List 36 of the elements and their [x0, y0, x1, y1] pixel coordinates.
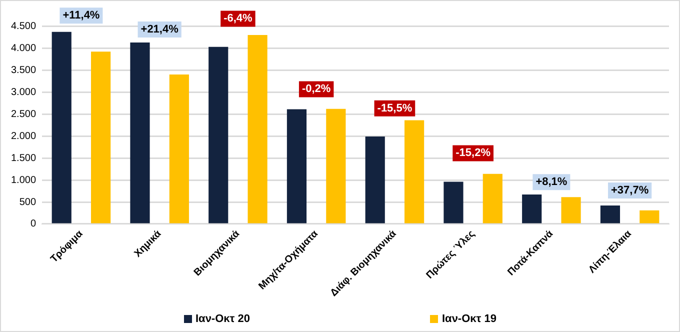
bar	[286, 109, 307, 224]
bar	[91, 52, 111, 224]
bar	[130, 42, 150, 224]
bar	[404, 120, 424, 224]
bar	[169, 74, 189, 224]
annotation: -0,2%	[302, 83, 331, 96]
y-tick-label: 2.500	[10, 108, 36, 120]
legend-label: Ιαν-Οκτ 20	[196, 313, 250, 325]
bar	[208, 46, 228, 224]
y-tick-label: 0	[30, 218, 36, 230]
y-tick-label: 3.500	[10, 64, 36, 76]
bar	[600, 206, 620, 224]
bar	[482, 174, 502, 224]
bar	[522, 194, 542, 224]
annotation: -15,5%	[377, 102, 412, 114]
y-tick-label: 4.000	[10, 42, 36, 54]
annotation: -6,4%	[224, 12, 253, 25]
y-tick-label: 1.500	[10, 152, 36, 164]
bar	[52, 32, 72, 224]
bar	[326, 108, 346, 224]
y-tick-label: 500	[19, 196, 36, 208]
bar	[561, 197, 581, 224]
bar	[640, 210, 660, 224]
y-tick-label: 1.000	[10, 174, 36, 186]
bar	[248, 34, 268, 224]
annotation: -15,2%	[456, 147, 491, 160]
annotation: +37,7%	[611, 184, 649, 197]
bar	[365, 136, 385, 224]
annotation: +21,4%	[140, 24, 179, 36]
legend-label: Ιαν-Οκτ 19	[442, 313, 496, 325]
y-tick-label: 3.000	[10, 86, 36, 98]
y-tick-label: 4.500	[10, 20, 36, 32]
annotation: +8,1%	[536, 176, 568, 188]
annotation: +11,4%	[62, 10, 100, 22]
y-tick-label: 2.000	[10, 130, 36, 142]
bar	[444, 182, 464, 224]
